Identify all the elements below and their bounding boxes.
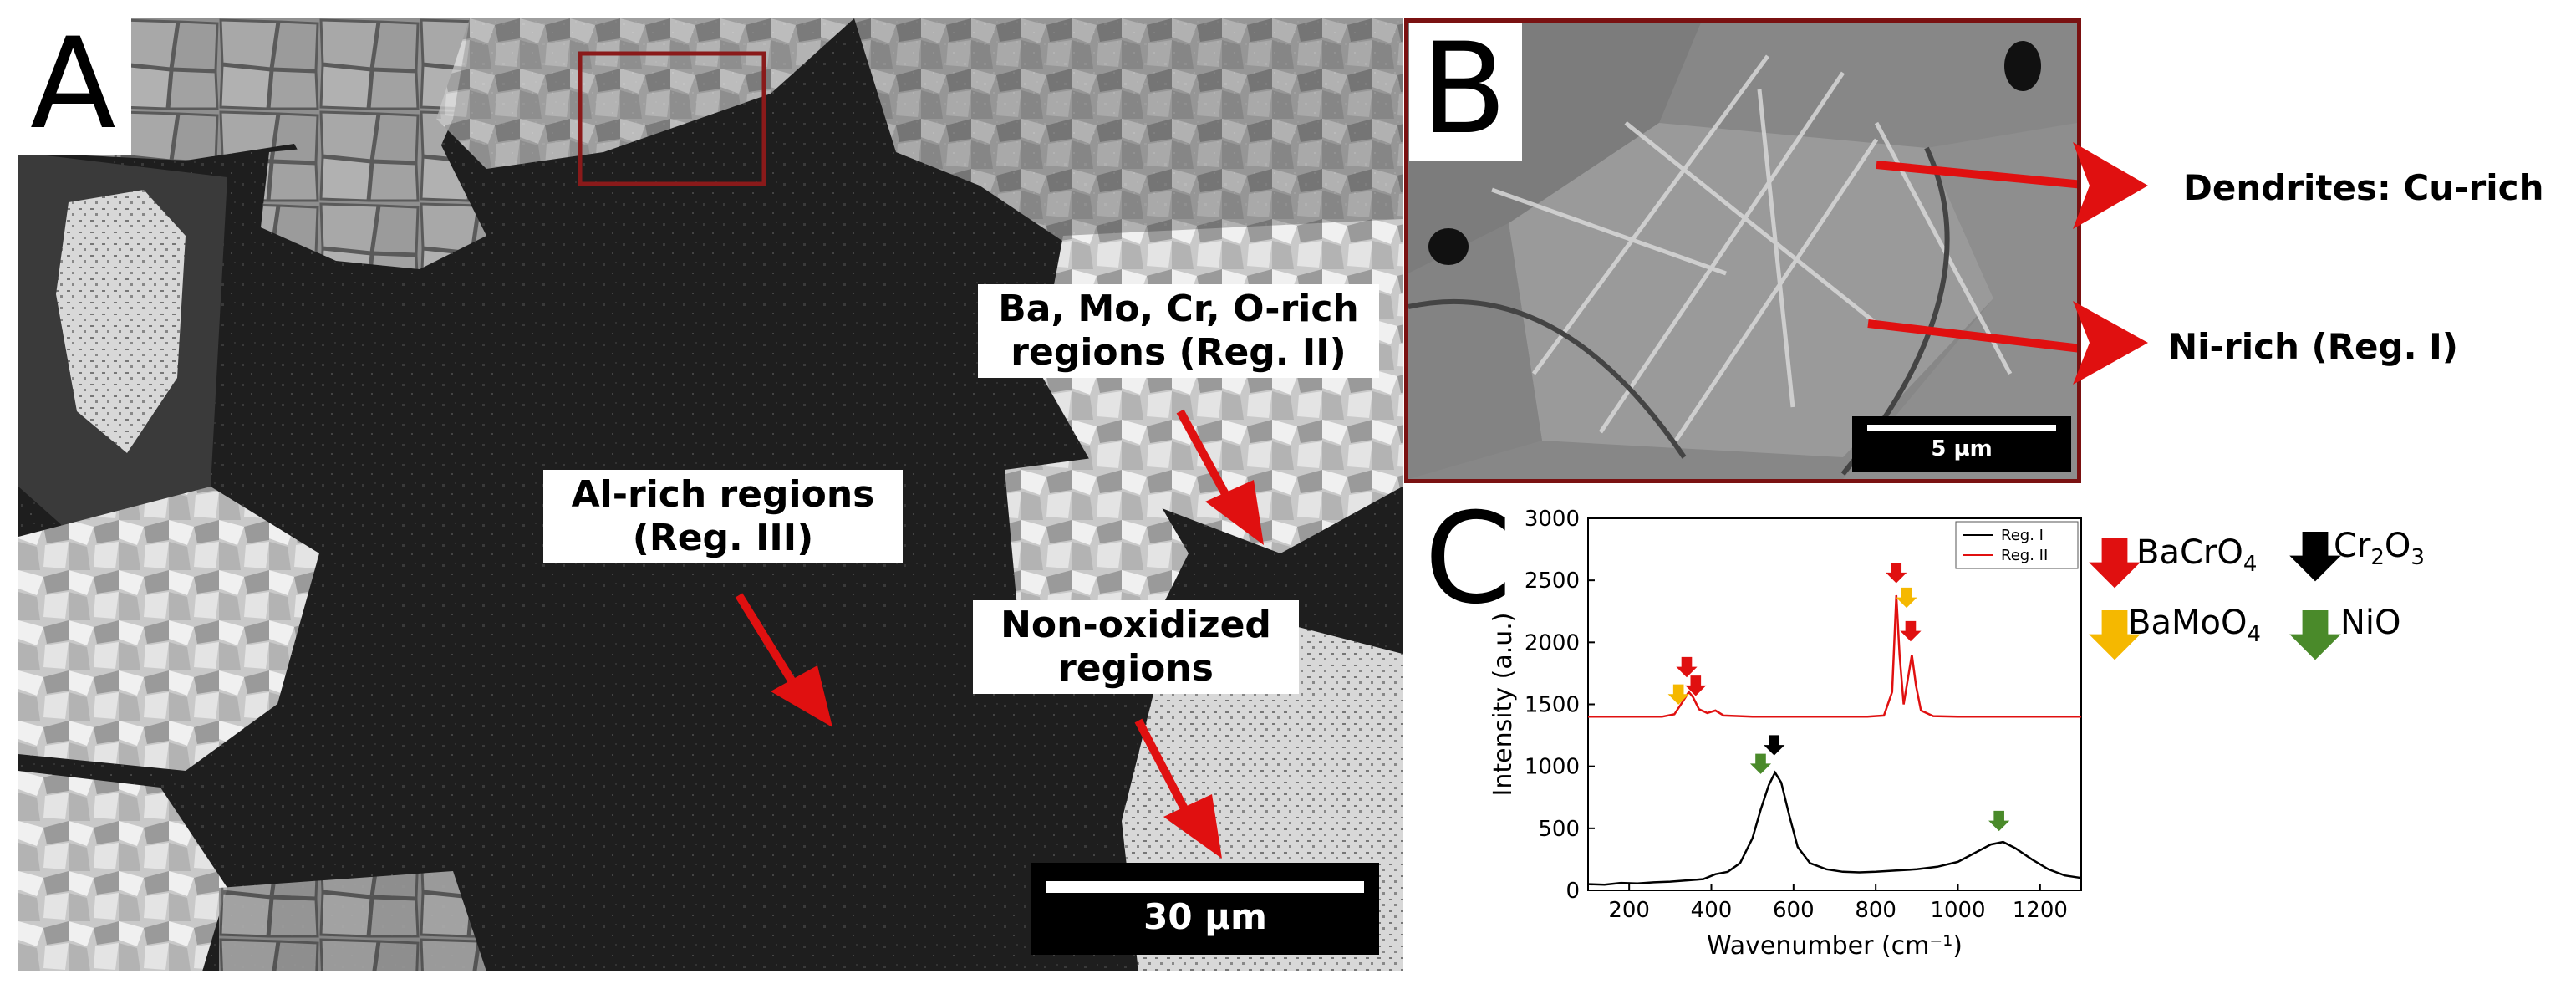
series-line-reg-i <box>1587 770 2082 886</box>
panel-b-arrowheads <box>2073 142 2148 385</box>
x-axis: 200 400 600 800 1000 1200 <box>1608 884 2068 923</box>
callout-reg-ii-line-2: regions (Reg. II) <box>1011 331 1347 374</box>
peak-arrow-bacro4 <box>1886 563 1907 584</box>
y-axis: 0 500 1000 1500 2000 2500 3000 <box>1525 507 1595 904</box>
series-layer <box>1587 594 2082 886</box>
legend-bamoo4: BaMoO4 <box>2128 604 2261 647</box>
legend-box <box>1955 521 2079 569</box>
y-axis-label: Intensity (a.u.) <box>1489 613 1518 797</box>
x-tick-label: 400 <box>1691 898 1733 923</box>
panel-a-arrows <box>735 409 1264 859</box>
peak-arrow-cr2o3 <box>1764 735 1785 756</box>
bacro4-arrow-icon <box>2089 538 2141 589</box>
raman-chart: 0 500 1000 1500 2000 2500 3000 200 400 600 800 100… <box>1489 507 2082 961</box>
x-axis-label: Wavenumber (cm⁻¹) <box>1707 931 1963 961</box>
callout-reg-ii-line-1: Ba, Mo, Cr, O-rich <box>998 288 1359 330</box>
callout-reg-ii: Ba, Mo, Cr, O-rich regions (Reg. II) <box>978 284 1379 378</box>
y-tick-label: 500 <box>1538 817 1580 842</box>
y-tick-label: 2500 <box>1525 568 1580 594</box>
y-tick-label: 3000 <box>1525 507 1580 532</box>
y-tick-label: 1500 <box>1525 693 1580 718</box>
peak-arrow-bacro4 <box>1676 656 1698 678</box>
label-ni-rich: Ni-rich (Reg. I) <box>2168 326 2458 367</box>
y-tick-label: 0 <box>1565 879 1580 904</box>
y-tick-label: 1000 <box>1525 755 1580 780</box>
legend-nio: NiO <box>2340 604 2401 642</box>
scalebar-b-bar <box>1867 425 2056 431</box>
bamoo4-arrow-icon <box>2089 610 2141 660</box>
scalebar-b-label: 5 µm <box>1931 436 1993 461</box>
panel-b-letter: B <box>1409 23 1522 161</box>
callout-non-oxidized: Non-oxidized regions <box>973 600 1299 694</box>
x-tick-label: 600 <box>1773 898 1815 923</box>
x-tick-label: 800 <box>1855 898 1896 923</box>
scalebar-a: 30 µm <box>1031 863 1379 955</box>
peak-arrow-nio <box>1988 810 2010 832</box>
scalebar-a-bar <box>1046 881 1364 893</box>
y-tick-label: 2000 <box>1525 630 1580 655</box>
panel-c-letter: C <box>1424 487 1512 632</box>
x-tick-label: 1000 <box>1930 898 1985 923</box>
peak-arrow-bamoo4 <box>1896 587 1917 609</box>
legend-label-reg-ii: Reg. II <box>2001 547 2048 564</box>
legend-cr2o3: Cr2O3 <box>2334 527 2425 570</box>
callout-reg-iii-line-1: Al-rich regions <box>571 473 875 516</box>
x-tick-label: 200 <box>1608 898 1650 923</box>
cr2o3-arrow-icon <box>2289 532 2341 582</box>
panel-a-letter: A <box>18 18 131 155</box>
peak-annotations <box>1667 563 2010 832</box>
legend-label-reg-i: Reg. I <box>2001 527 2044 544</box>
callout-non-oxidized-line-1: Non-oxidized <box>1000 604 1271 646</box>
peak-arrow-bamoo4 <box>1667 684 1689 705</box>
legend-bacro4: BaCrO4 <box>2136 533 2258 577</box>
callout-reg-iii-line-2: (Reg. III) <box>632 517 814 559</box>
callout-reg-iii: Al-rich regions (Reg. III) <box>543 470 903 563</box>
series-line-reg-ii <box>1588 594 2081 718</box>
callout-non-oxidized-line-2: regions <box>1058 647 1214 690</box>
scalebar-b: 5 µm <box>1852 416 2071 472</box>
label-dendrites: Dendrites: Cu-rich <box>2183 167 2544 208</box>
scalebar-a-label: 30 µm <box>1143 896 1267 937</box>
nio-arrow-icon <box>2289 610 2341 660</box>
peak-arrow-bacro4 <box>1900 620 1922 642</box>
peak-arrow-nio <box>1749 753 1772 774</box>
x-tick-label: 1200 <box>2013 898 2068 923</box>
compound-legend-arrows <box>2089 532 2341 660</box>
chart-legend: Reg. I Reg. II <box>1955 521 2079 569</box>
plot-area <box>1587 517 2082 891</box>
